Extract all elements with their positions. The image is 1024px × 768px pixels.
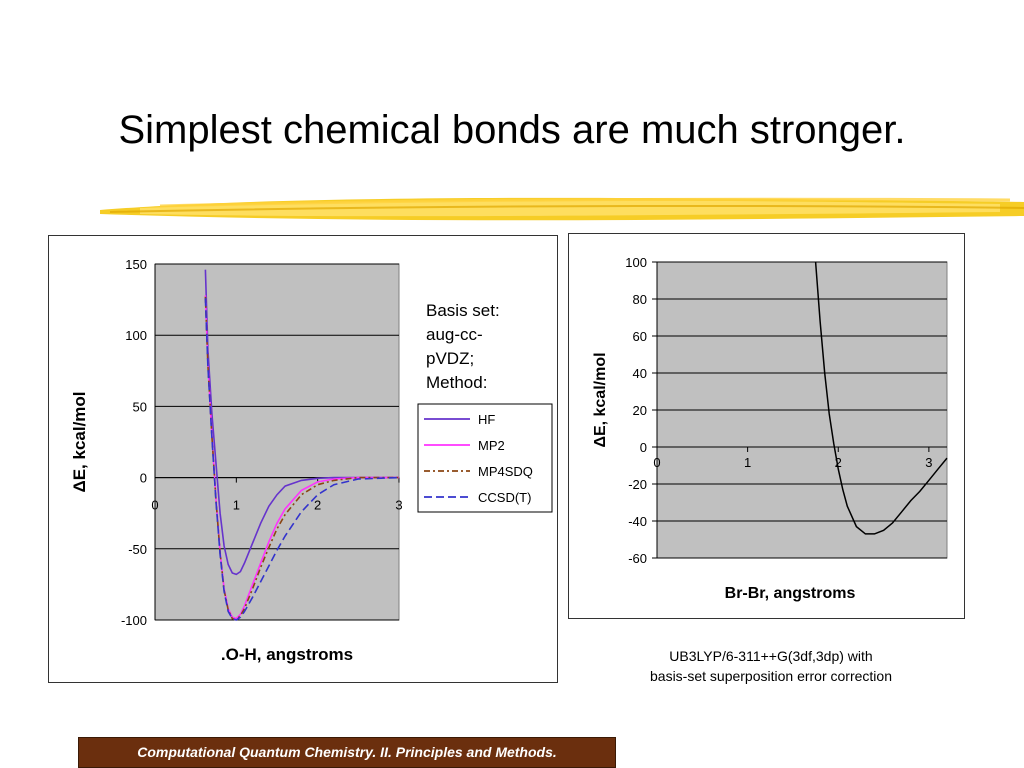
x-tick-label: 0 xyxy=(151,498,158,513)
y-axis-title: ΔE, kcal/mol xyxy=(70,391,89,492)
y-tick-label: 100 xyxy=(125,328,147,343)
title-underline-swoosh xyxy=(100,197,1024,221)
legend-label: HF xyxy=(478,412,495,427)
oh-chart-frame: 150 100 50 0 -50 -100 0 1 2 3 .O-H, angstroms ΔE, k… xyxy=(48,235,558,683)
y-tick-label: 80 xyxy=(633,292,647,307)
basis-set-annotation: pVDZ; xyxy=(426,349,474,368)
x-axis-title: Br-Br, angstroms xyxy=(725,585,856,602)
caption-line-1: UB3LYP/6-311++G(3df,3dp) with xyxy=(669,648,873,664)
oh-potential-chart: 150 100 50 0 -50 -100 0 1 2 3 .O-H, angstroms ΔE, k… xyxy=(70,257,553,664)
brbr-potential-chart: 100 80 60 40 20 0 -20 -40 -60 0 1 2 3 Br-Br, angstrom… xyxy=(592,255,948,602)
basis-set-annotation: Basis set: xyxy=(426,301,500,320)
legend-label: MP4SDQ xyxy=(478,464,533,479)
slide-title: Simplest chemical bonds are much stronge… xyxy=(118,108,906,152)
y-tick-label: -20 xyxy=(628,477,647,492)
y-tick-label: -100 xyxy=(121,613,147,628)
x-tick-label: 2 xyxy=(314,498,321,513)
footer-banner: Computational Quantum Chemistry. II. Pri… xyxy=(78,737,616,768)
caption-line-2: basis-set superposition error correction xyxy=(650,668,892,684)
plot-area xyxy=(154,263,400,621)
y-tick-label: 40 xyxy=(633,366,647,381)
series-line-ccsdt xyxy=(204,298,400,621)
brbr-chart-frame: 100 80 60 40 20 0 -20 -40 -60 0 1 2 3 Br-Br, angstrom… xyxy=(568,233,965,619)
series-line-brbr xyxy=(814,261,948,535)
x-tick-label: 3 xyxy=(925,455,932,470)
y-tick-label: 50 xyxy=(133,399,147,414)
x-tick-label: 3 xyxy=(395,498,402,513)
series-line-hf xyxy=(204,269,399,576)
basis-set-annotation: aug-cc- xyxy=(426,325,483,344)
basis-set-annotation: Method: xyxy=(426,373,487,392)
x-tick-label: 0 xyxy=(653,455,660,470)
y-tick-label: 0 xyxy=(640,440,647,455)
y-tick-label: -60 xyxy=(628,551,647,566)
y-tick-label: 20 xyxy=(633,403,647,418)
legend-label: MP2 xyxy=(478,438,505,453)
y-tick-label: -50 xyxy=(128,542,147,557)
y-tick-label: 100 xyxy=(625,255,647,270)
y-tick-label: -40 xyxy=(628,514,647,529)
x-tick-label: 1 xyxy=(744,455,751,470)
y-axis-title: ΔE, kcal/mol xyxy=(592,352,609,447)
legend-label: CCSD(T) xyxy=(478,490,531,505)
x-axis-title: .O-H, angstroms xyxy=(221,645,353,664)
y-tick-label: 0 xyxy=(140,471,147,486)
y-tick-label: 60 xyxy=(633,329,647,344)
x-tick-label: 1 xyxy=(233,498,240,513)
x-tick-label: 2 xyxy=(835,455,842,470)
legend-box xyxy=(417,403,553,513)
y-tick-label: 150 xyxy=(125,257,147,272)
